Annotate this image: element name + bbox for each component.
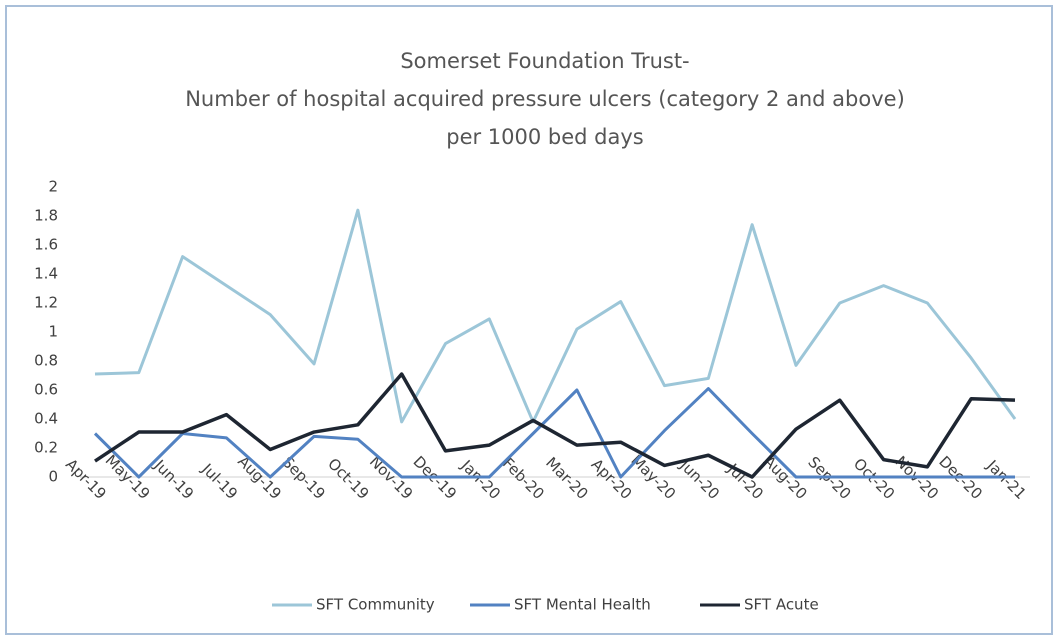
y-tick-label: 1.2 <box>34 294 58 312</box>
chart-title: Somerset Foundation Trust- <box>400 49 689 73</box>
y-tick-label: 0.2 <box>34 439 58 457</box>
series-line <box>93 387 1015 479</box>
y-tick-label: 2 <box>48 178 58 196</box>
frame <box>5 5 1053 635</box>
y-tick-label: 0.6 <box>34 381 58 399</box>
y-tick-label: 1 <box>48 323 58 341</box>
legend-label: SFT Community <box>316 596 435 614</box>
legend-label: SFT Acute <box>744 596 819 614</box>
chart-title: per 1000 bed days <box>446 125 644 149</box>
legend-label: SFT Mental Health <box>514 596 651 614</box>
series-line <box>94 208 1017 424</box>
y-tick-label: 1.4 <box>34 265 58 283</box>
y-tick-label: 1.6 <box>34 236 58 254</box>
y-tick-label: 0.4 <box>34 410 58 428</box>
y-tick-label: 0.8 <box>34 352 58 370</box>
y-tick-label: 0 <box>48 468 58 486</box>
y-tick-label: 1.8 <box>34 207 58 225</box>
series-line <box>94 372 1016 479</box>
chart-title: Number of hospital acquired pressure ulc… <box>185 87 905 111</box>
